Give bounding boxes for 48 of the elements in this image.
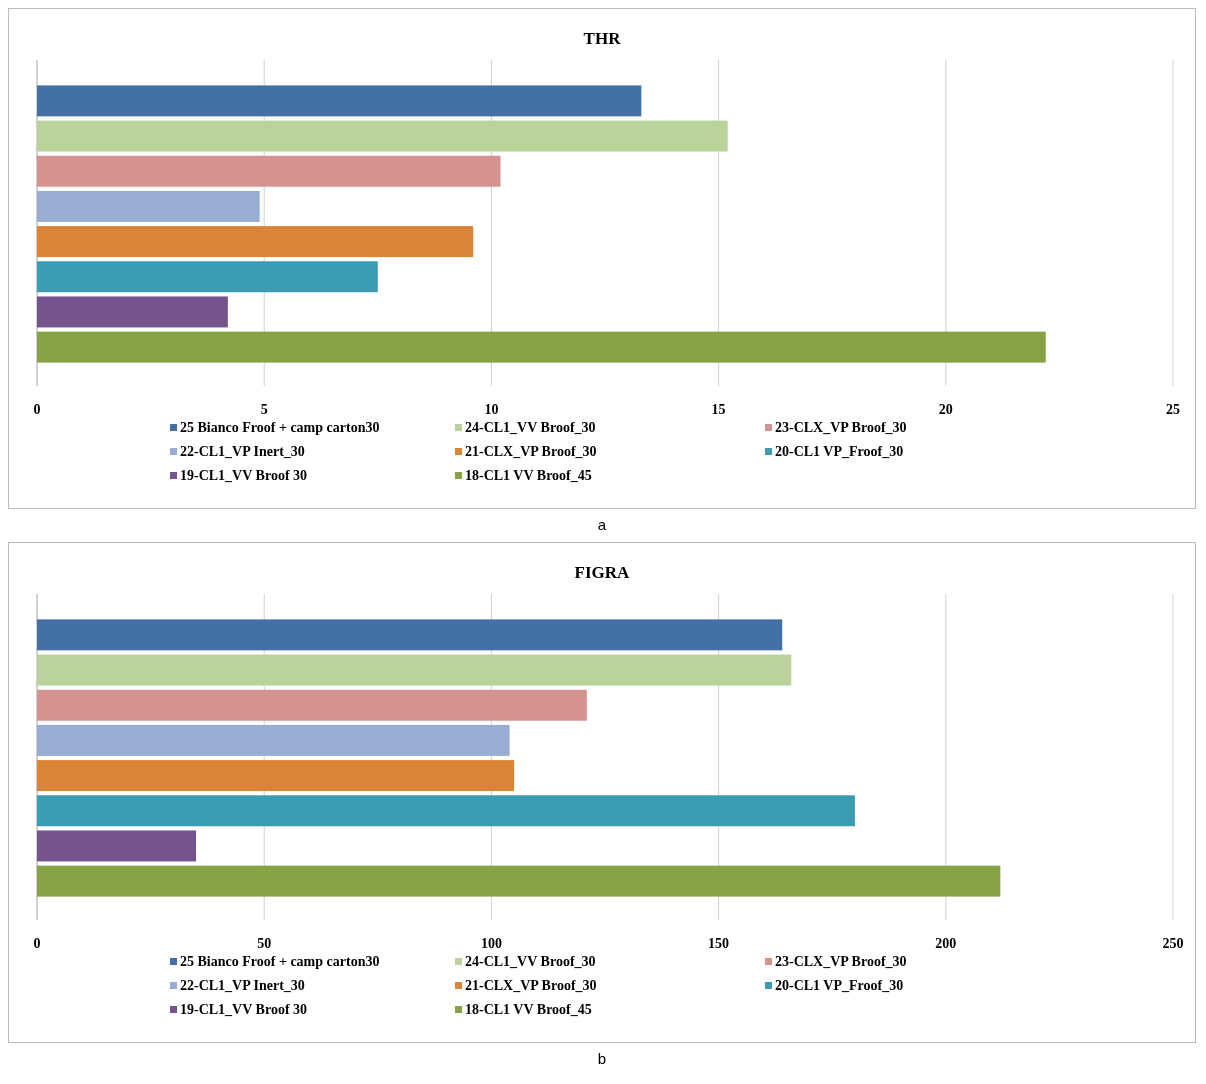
- legend-label: 19-CL1_VV Broof 30: [180, 468, 308, 483]
- legend-label: 21-CLX_VP Broof_30: [465, 978, 597, 993]
- bar: [37, 654, 792, 686]
- bar: [37, 331, 1046, 363]
- x-tick-label: 250: [1162, 936, 1184, 951]
- legend-label: 18-CL1 VV Broof_45: [465, 1002, 592, 1017]
- x-tick-label: 20: [938, 402, 953, 417]
- legend-label: 22-CL1_VP Inert_30: [180, 978, 305, 993]
- bar: [37, 155, 501, 187]
- legend-label: 24-CL1_VV Broof_30: [465, 420, 596, 435]
- legend-label: 23-CLX_VP Broof_30: [775, 954, 907, 969]
- chart-title: THR: [583, 29, 622, 48]
- legend-label: 24-CL1_VV Broof_30: [465, 954, 596, 969]
- x-tick-label: 50: [257, 936, 272, 951]
- legend-label: 20-CL1 VP_Froof_30: [775, 978, 904, 993]
- bar: [37, 85, 642, 117]
- x-tick-label: 200: [935, 936, 957, 951]
- x-tick-label: 100: [480, 936, 502, 951]
- legend-label: 25 Bianco Froof + camp carton30: [180, 954, 380, 969]
- x-tick-label: 15: [711, 402, 726, 417]
- legend-label: 21-CLX_VP Broof_30: [465, 444, 597, 459]
- legend-label: 19-CL1_VV Broof 30: [180, 1002, 308, 1017]
- legend-label: 22-CL1_VP Inert_30: [180, 444, 305, 459]
- x-tick-label: 150: [708, 936, 730, 951]
- legend-label: 20-CL1 VP_Froof_30: [775, 444, 904, 459]
- bar: [37, 190, 260, 222]
- x-tick-label: 10: [484, 402, 499, 417]
- legend-label: 23-CLX_VP Broof_30: [775, 420, 907, 435]
- bar: [37, 261, 378, 293]
- bar: [37, 795, 855, 827]
- legend-label: 18-CL1 VV Broof_45: [465, 468, 592, 483]
- legend-label: 25 Bianco Froof + camp carton30: [180, 420, 380, 435]
- text: a: [597, 516, 607, 533]
- chart-title: FIGRA: [574, 563, 631, 582]
- bar: [37, 619, 783, 651]
- bar: [37, 120, 728, 152]
- x-tick-label: 5: [260, 402, 268, 417]
- text: b: [597, 1050, 607, 1067]
- x-tick-label: 25: [1166, 402, 1180, 417]
- bar: [37, 760, 515, 792]
- bar: [37, 830, 197, 862]
- x-tick-label: 0: [33, 402, 41, 417]
- bar: [37, 724, 510, 756]
- bar: [37, 865, 1001, 897]
- x-tick-label: 0: [33, 936, 41, 951]
- bar: [37, 689, 587, 721]
- bar: [37, 226, 474, 258]
- bar: [37, 296, 228, 328]
